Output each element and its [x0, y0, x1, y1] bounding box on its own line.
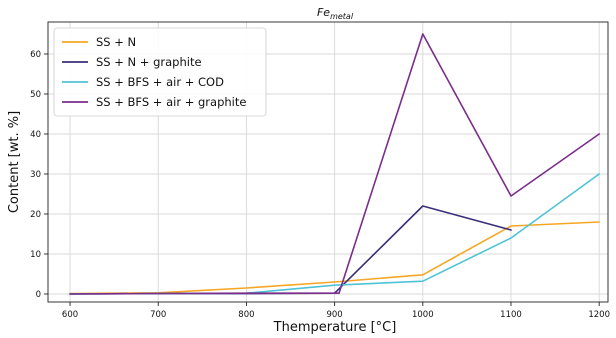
chart-title: Femetal: [317, 6, 354, 21]
y-axis-label: Content [wt. %]: [7, 111, 22, 213]
series-line-4: [69, 33, 601, 295]
x-tick-label: 1200: [588, 310, 610, 320]
x-tick-label: 1100: [500, 310, 522, 320]
x-tick-label: 1000: [412, 310, 434, 320]
chart-title-subscript: metal: [330, 12, 354, 21]
y-tick-label: 0: [36, 290, 41, 300]
x-axis-label: Themperature [°C]: [273, 320, 397, 335]
plot-area: 600 700 800 900 1000 1100 1200 0 10 20 30 40 50 60 SS …: [30, 21, 610, 320]
y-tick-label: 10: [30, 250, 41, 260]
legend-label: SS + N: [96, 35, 136, 49]
legend: SS + N SS + N + graphite SS + BFS + air + …: [53, 27, 267, 117]
y-tick-label: 20: [30, 210, 41, 220]
legend-label: SS + BFS + air + graphite: [96, 95, 246, 109]
legend-label: SS + N + graphite: [96, 55, 202, 69]
legend-label: SS + BFS + air + COD: [96, 75, 224, 89]
x-tick-label: 800: [238, 310, 254, 320]
series-line-1: [69, 221, 601, 295]
x-tick-label: 700: [150, 310, 166, 320]
y-tick-label: 40: [30, 130, 41, 140]
y-tick-label: 50: [30, 90, 41, 100]
y-tick-label: 60: [30, 50, 41, 60]
chart-title-main: Fe: [317, 6, 330, 19]
legend-box: [53, 27, 267, 117]
plot-frame: [47, 21, 609, 303]
y-tick-label: 30: [30, 170, 41, 180]
x-tick-label: 600: [62, 310, 78, 320]
x-tick-label: 900: [326, 310, 342, 320]
